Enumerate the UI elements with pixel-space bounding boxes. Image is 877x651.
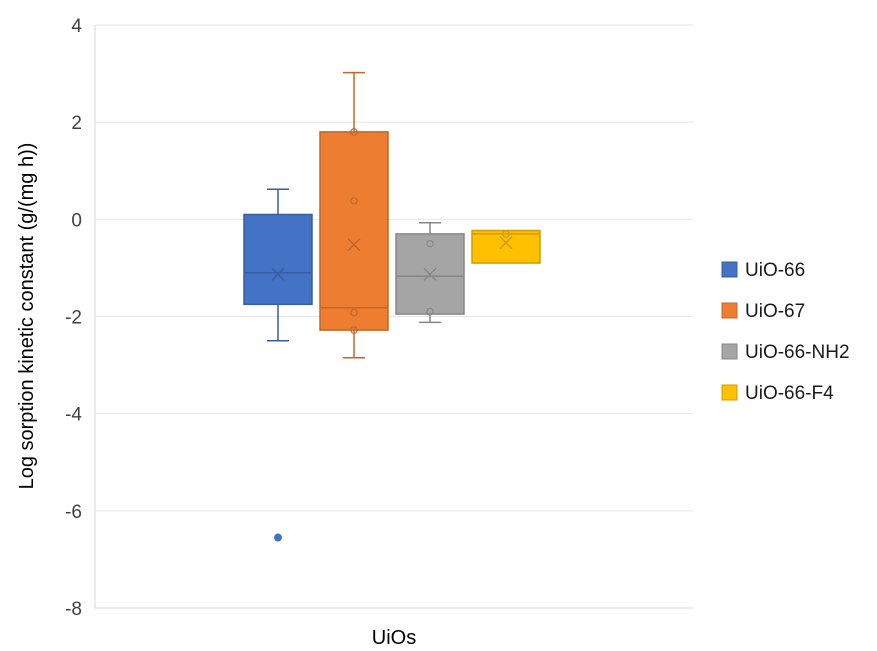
legend-swatch (721, 384, 738, 401)
box-uio-66-f4 (471, 229, 541, 264)
legend-swatch (721, 302, 738, 319)
inner-point (350, 197, 358, 205)
legend-label: UiO-66-NH2 (745, 342, 850, 363)
mean-marker (499, 236, 513, 250)
legend-item: UiO-66 (721, 260, 805, 281)
mean-marker (347, 238, 361, 252)
box-series (243, 71, 541, 542)
box-uio-66 (243, 188, 313, 542)
outlier-point (274, 533, 282, 542)
inner-point (350, 308, 358, 317)
mean-marker (271, 267, 285, 281)
inner-point (426, 307, 434, 316)
legend-item: UiO-66-NH2 (721, 342, 850, 363)
legend-label: UiO-66-F4 (745, 383, 834, 404)
y-tick-label: 2 (71, 113, 82, 134)
legend-label: UiO-67 (745, 301, 805, 322)
box-uio-66-nh2 (395, 221, 465, 324)
y-tick-labels: 4 2 0 -2 -4 -6 -8 (65, 16, 82, 620)
legend-label: UiO-66 (745, 260, 805, 281)
legend-item: UiO-66-F4 (721, 383, 834, 404)
y-tick-label: -6 (65, 502, 82, 523)
gridlines (95, 24, 693, 512)
legend-swatch (721, 261, 738, 278)
legend: UiO-66 UiO-67 UiO-66-NH2 UiO-66-F4 (721, 260, 850, 404)
inner-point (426, 239, 434, 248)
y-tick-label: 0 (71, 210, 82, 231)
box-rect (243, 213, 313, 306)
inner-point (502, 230, 510, 238)
inner-point (350, 326, 358, 334)
y-axis-title: Log sorption kinetic constant (g/(mg h)) (16, 143, 38, 490)
mean-marker (423, 267, 437, 281)
y-tick-label: -2 (65, 308, 82, 329)
legend-swatch (721, 343, 738, 360)
y-tick-label: -8 (65, 599, 82, 620)
x-axis-title: UiOs (372, 627, 416, 649)
y-tick-label: 4 (71, 16, 82, 37)
inner-point (350, 128, 358, 136)
y-tick-label: -4 (65, 405, 82, 426)
box-rect (319, 131, 389, 331)
box-uio-67 (319, 71, 389, 359)
box-rect (471, 229, 541, 264)
legend-item: UiO-67 (721, 301, 805, 322)
